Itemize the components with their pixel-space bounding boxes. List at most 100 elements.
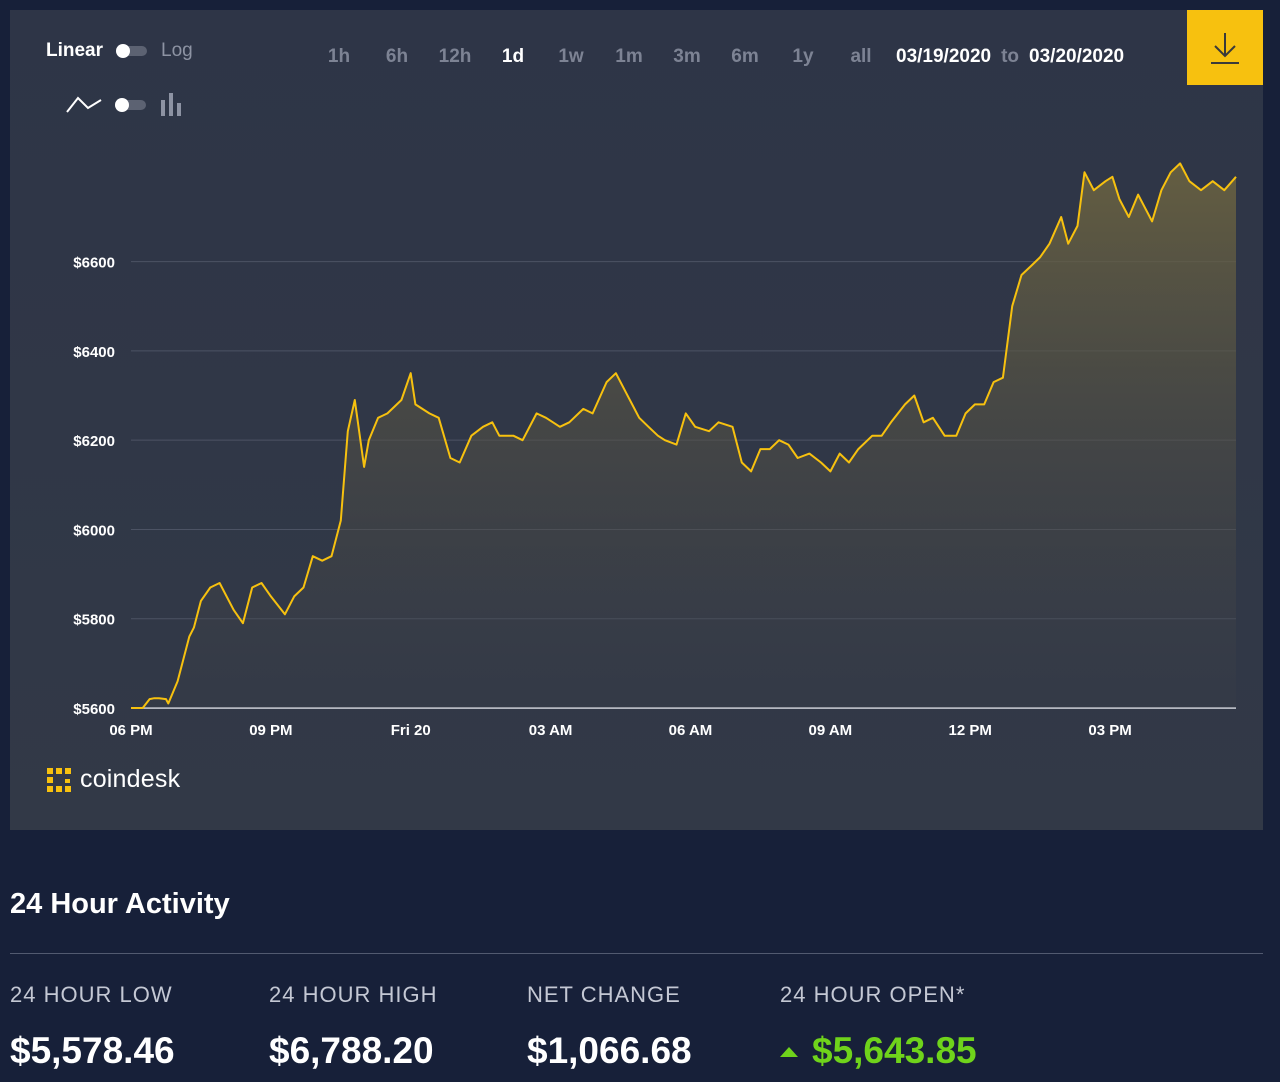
price-point[interactable] [1222,188,1226,192]
price-point[interactable] [581,407,585,411]
price-point[interactable] [992,380,996,384]
price-point[interactable] [1103,179,1107,183]
range-3m[interactable]: 3m [673,46,701,67]
price-point[interactable] [880,434,884,438]
price-point[interactable] [1092,188,1096,192]
range-1w[interactable]: 1w [558,46,584,67]
price-point[interactable] [353,398,357,402]
price-point[interactable] [302,585,306,589]
price-point[interactable] [329,554,333,558]
price-point[interactable] [1038,255,1042,259]
date-from[interactable]: 03/19/2020 [896,46,992,67]
price-point[interactable] [954,434,958,438]
price-point[interactable] [847,460,851,464]
price-point[interactable] [663,438,667,442]
price-point[interactable] [730,425,734,429]
price-point[interactable] [385,411,389,415]
price-point[interactable] [260,581,264,585]
price-point[interactable] [768,447,772,451]
price-point[interactable] [362,465,366,469]
price-point[interactable] [1211,179,1215,183]
price-point[interactable] [232,608,236,612]
price-point[interactable] [693,425,697,429]
price-point[interactable] [964,411,968,415]
price-point[interactable] [870,434,874,438]
price-point[interactable] [828,469,832,473]
price-point[interactable] [469,434,473,438]
price-point[interactable] [973,402,977,406]
price-point[interactable] [707,429,711,433]
price-point[interactable] [1159,188,1163,192]
price-point[interactable] [1110,175,1114,179]
range-1h[interactable]: 1h [327,46,351,67]
price-point[interactable] [250,585,254,589]
price-point[interactable] [684,411,688,415]
range-6h[interactable]: 6h [385,46,409,67]
price-point[interactable] [856,447,860,451]
price-point[interactable] [786,443,790,447]
price-point[interactable] [409,371,413,375]
price-point[interactable] [1187,179,1191,183]
price-point[interactable] [311,554,315,558]
price-point[interactable] [1082,170,1086,174]
price-point[interactable] [819,460,823,464]
price-point[interactable] [176,679,180,683]
price-point[interactable] [1117,197,1121,201]
price-point[interactable] [180,661,184,665]
price-point[interactable] [647,425,651,429]
price-point[interactable] [199,599,203,603]
download-button[interactable] [1187,10,1263,85]
price-point[interactable] [521,438,525,442]
price-point[interactable] [346,429,350,433]
price-point[interactable] [903,402,907,406]
price-point[interactable] [889,420,893,424]
price-point[interactable] [376,416,380,420]
range-1y[interactable]: 1y [792,46,814,67]
price-point[interactable] [1020,273,1024,277]
price-point[interactable] [1075,224,1079,228]
price-point[interactable] [427,411,431,415]
price-point[interactable] [241,621,245,625]
price-point[interactable] [511,434,515,438]
price-point[interactable] [490,420,494,424]
price-point[interactable] [208,585,212,589]
price-point[interactable] [458,460,462,464]
price-point[interactable] [1010,304,1014,308]
range-1d[interactable]: 1d [501,46,525,67]
price-point[interactable] [1178,161,1182,165]
price-point[interactable] [1234,175,1238,179]
price-point[interactable] [558,425,562,429]
price-point[interactable] [481,425,485,429]
price-point[interactable] [535,411,539,415]
price-point[interactable] [567,420,571,424]
price-point[interactable] [283,612,287,616]
price-point[interactable] [192,626,196,630]
log-label[interactable]: Log [161,40,193,61]
price-point[interactable] [912,394,916,398]
price-point[interactable] [716,420,720,424]
price-point[interactable] [740,460,744,464]
range-12h[interactable]: 12h [438,46,472,67]
scale-switch[interactable] [116,44,148,58]
price-point[interactable] [544,416,548,420]
price-point[interactable] [141,706,145,710]
price-point[interactable] [838,452,842,456]
price-point[interactable] [943,434,947,438]
chart-type-toggle[interactable] [66,92,182,118]
price-point[interactable] [591,411,595,415]
price-point[interactable] [1066,242,1070,246]
price-point[interactable] [1029,264,1033,268]
scale-toggle[interactable]: Linear Log [46,40,193,62]
price-point[interactable] [1136,193,1140,197]
price-point[interactable] [339,519,343,523]
price-point[interactable] [931,416,935,420]
price-point[interactable] [292,594,296,598]
price-point[interactable] [148,697,152,701]
price-point[interactable] [758,447,762,451]
price-point[interactable] [320,559,324,563]
price-point[interactable] [157,696,161,700]
range-6m[interactable]: 6m [731,46,759,67]
price-point[interactable] [614,371,618,375]
price-point[interactable] [448,456,452,460]
coindesk-logo[interactable]: coindesk [46,765,180,794]
